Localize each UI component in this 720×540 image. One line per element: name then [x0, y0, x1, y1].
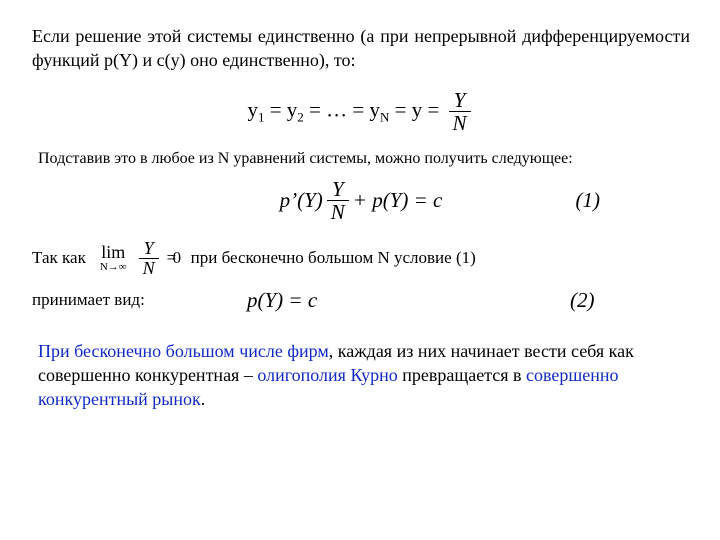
- eq-y: = y =: [389, 97, 444, 121]
- fraction-Y-over-N-3: Y N: [139, 239, 159, 278]
- text-turns-into: превращается в: [398, 365, 526, 385]
- paragraph-since: Так как lim N→∞ Y N = 0 при бесконечно б…: [32, 239, 690, 278]
- lim-sub: N→∞: [100, 262, 127, 273]
- frac-den-3: N: [139, 259, 159, 278]
- text-period: .: [201, 389, 206, 409]
- dots: = … =: [304, 97, 370, 121]
- zero-lim: 0: [173, 248, 182, 268]
- var-y2: y: [287, 97, 298, 121]
- text-cournot-oligopoly: олигополия Курно: [257, 365, 397, 385]
- var-y1: y: [247, 97, 258, 121]
- paragraph-substitute: Подставив это в любое из N уравнений сис…: [38, 150, 690, 168]
- lim-text: lim: [101, 243, 125, 261]
- equation-number-2: (2): [570, 288, 690, 313]
- var-yN: y: [369, 97, 380, 121]
- equation-y-equal: y1 = y2 = … = yN = y = Y N: [32, 89, 690, 134]
- equation-number-1: (1): [576, 188, 601, 213]
- paragraph-conclusion: При бесконечно большом числе фирм, кажда…: [32, 339, 690, 412]
- equation-2: p(Y) = c: [227, 288, 570, 313]
- row-becomes: принимает вид: p(Y) = c (2): [32, 288, 690, 313]
- pprime: p’(Y): [280, 188, 323, 213]
- frac-num: Y: [449, 89, 471, 112]
- text-infinite-firms: При бесконечно большом числе фирм: [38, 341, 329, 361]
- frac-den: N: [449, 112, 471, 134]
- eq-sign-1: =: [264, 97, 286, 121]
- fraction-Y-over-N: Y N: [449, 89, 471, 134]
- fraction-Y-over-N-2: Y N: [327, 178, 349, 223]
- frac-num-2: Y: [327, 178, 349, 201]
- tail-condition: при бесконечно большом N условие (1): [191, 248, 476, 268]
- plus-p-eq-c: + p(Y) = c: [353, 188, 443, 213]
- limit: lim N→∞: [100, 243, 127, 273]
- equation-1: p’(Y) Y N + p(Y) = c (1): [32, 178, 690, 223]
- frac-num-3: Y: [139, 239, 159, 259]
- sub-N: N: [380, 109, 389, 124]
- frac-den-2: N: [327, 201, 349, 223]
- lead-since: Так как: [32, 248, 86, 268]
- paragraph-intro: Если решение этой системы единственно (а…: [32, 24, 690, 73]
- lead-becomes: принимает вид:: [32, 290, 227, 310]
- page: Если решение этой системы единственно (а…: [0, 0, 720, 540]
